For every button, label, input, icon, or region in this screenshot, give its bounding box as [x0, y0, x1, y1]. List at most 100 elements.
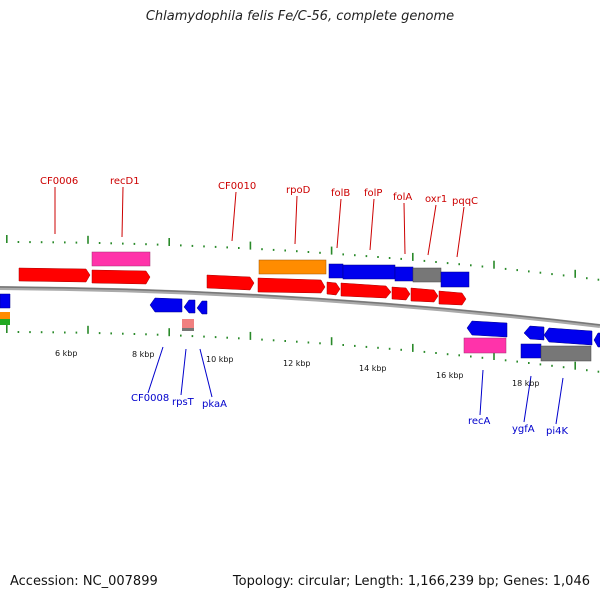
track-tick — [64, 241, 66, 244]
track-tick — [272, 339, 275, 342]
track-tick — [87, 325, 89, 334]
label-CF0010[interactable]: CF0010 — [218, 181, 256, 192]
gene-recD1-fwd[interactable] — [91, 269, 151, 285]
label-folA[interactable]: folA — [393, 192, 412, 203]
label-folP[interactable]: folP — [364, 188, 382, 199]
track-tick — [168, 238, 170, 246]
gene-fwd-3[interactable] — [391, 286, 411, 301]
gene-rev-long[interactable] — [543, 327, 593, 346]
label-oxr1[interactable]: oxr1 — [425, 194, 447, 205]
track-tick — [388, 347, 391, 350]
gene-rpoD-fwd[interactable] — [257, 277, 326, 294]
map-title: Chlamydophila felis Fe/C-56, complete ge… — [145, 9, 455, 24]
track-tick — [470, 355, 472, 358]
leader-rpoD — [294, 195, 298, 245]
gene-rev-end[interactable] — [593, 332, 600, 348]
gene-oxr1[interactable] — [412, 267, 442, 283]
track-tick — [423, 259, 426, 262]
leader-folB — [336, 198, 342, 249]
track-tick — [180, 334, 182, 337]
gene-rpsT[interactable] — [182, 319, 194, 329]
gene-recD1[interactable] — [91, 251, 151, 267]
track-tick — [226, 246, 228, 249]
track-tick — [597, 278, 600, 281]
gene-left-green[interactable] — [0, 319, 10, 325]
kbp-label-10: 10 kbp — [206, 355, 234, 364]
genome-backbone-core — [0, 286, 600, 326]
label-pkaA[interactable]: pkaA — [202, 399, 227, 410]
track-tick — [6, 235, 8, 243]
track-tick — [145, 333, 147, 336]
gene-folP[interactable] — [342, 264, 396, 280]
track-tick — [574, 361, 576, 370]
gene-pi4K[interactable] — [540, 345, 592, 362]
track-tick — [133, 333, 136, 335]
gene-folB[interactable] — [328, 263, 344, 279]
gene-rpsT-arrow[interactable] — [183, 299, 196, 314]
track-tick — [481, 265, 484, 268]
label-recD1[interactable]: recD1 — [110, 176, 140, 187]
leader-CF0010 — [231, 191, 237, 242]
gene-fwd-4[interactable] — [410, 287, 439, 303]
leader-folP — [369, 198, 375, 251]
track-tick — [52, 331, 54, 334]
track-tick — [29, 241, 31, 244]
track-tick — [330, 246, 333, 255]
track-tick — [249, 241, 252, 250]
gene-rpsT-shadow — [182, 328, 194, 331]
upper-dotted-track — [6, 235, 600, 281]
track-tick — [388, 257, 391, 259]
genome-summary: Topology: circular; Length: 1,166,239 bp… — [232, 574, 590, 589]
gene-pqqC[interactable] — [440, 271, 470, 288]
gene-CF0010[interactable] — [206, 274, 255, 291]
gene-fwd-2[interactable] — [340, 282, 392, 299]
gene-folA[interactable] — [394, 266, 414, 282]
track-tick — [551, 364, 553, 367]
track-tick — [446, 262, 449, 265]
track-tick — [481, 356, 484, 359]
track-tick — [296, 250, 298, 253]
label-rpoD[interactable]: rpoD — [286, 185, 311, 196]
track-tick — [319, 342, 321, 345]
label-pqqC[interactable]: pqqC — [452, 196, 478, 207]
gene-fwd-5[interactable] — [438, 290, 467, 306]
track-tick — [29, 331, 31, 334]
label-ygfA[interactable]: ygfA — [512, 424, 535, 435]
gene-recA-arrow[interactable] — [466, 320, 508, 338]
track-tick — [191, 244, 194, 247]
gene-left-orange[interactable] — [0, 312, 10, 319]
gene-pkaA-arrow[interactable] — [196, 300, 208, 315]
gene-rev-left-edge[interactable] — [0, 293, 11, 309]
label-CF0006[interactable]: CF0006 — [40, 176, 78, 187]
track-tick — [365, 345, 368, 348]
gene-rpoD[interactable] — [258, 259, 327, 275]
label-pi4K[interactable]: pi4K — [546, 426, 568, 437]
gene-CF0006[interactable] — [18, 267, 91, 283]
label-folB[interactable]: folB — [331, 188, 350, 199]
label-leader-lines — [54, 186, 465, 258]
gene-recA[interactable] — [463, 337, 507, 354]
leader-CF0008 — [147, 346, 164, 394]
track-tick — [493, 352, 495, 360]
track-tick — [516, 269, 518, 272]
label-rpsT[interactable]: rpsT — [172, 397, 195, 408]
track-tick — [562, 366, 565, 369]
label-recA[interactable]: recA — [468, 416, 491, 427]
track-tick — [504, 267, 507, 270]
gene-fwd-1[interactable] — [326, 281, 341, 296]
leader-pkaA — [199, 348, 213, 398]
gene-rev-ygfA[interactable] — [523, 325, 545, 341]
gene-CF0008[interactable] — [149, 297, 183, 313]
gene-ygfA[interactable] — [520, 343, 542, 359]
kbp-label-12: 12 kbp — [283, 359, 311, 368]
track-tick — [87, 235, 89, 244]
track-tick — [528, 270, 530, 273]
track-tick — [122, 332, 124, 335]
track-tick — [423, 350, 426, 353]
track-tick — [551, 273, 553, 276]
track-tick — [412, 343, 414, 352]
track-tick — [342, 253, 344, 256]
track-tick — [539, 271, 542, 274]
label-CF0008[interactable]: CF0008 — [131, 393, 169, 404]
kbp-label-6: 6 kbp — [55, 349, 77, 358]
